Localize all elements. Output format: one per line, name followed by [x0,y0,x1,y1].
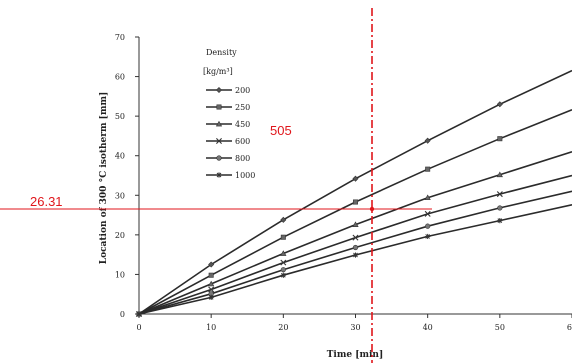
legend-entry: 200 [206,86,250,95]
legend-entry: 1000 [206,171,255,180]
y-tick-label: 60 [115,73,125,82]
legend-title-line2: [kg/m³] [203,67,233,76]
series-layer [135,69,572,318]
data-point [425,223,431,229]
x-tick-label: 40 [423,323,433,332]
data-point [208,294,214,300]
data-point [280,250,287,256]
x-tick-label: 30 [350,323,360,332]
data-point [280,272,286,278]
data-point [208,261,215,268]
data-point [280,234,286,240]
y-tick-label: 40 [115,152,125,161]
legend-entry: 250 [206,103,250,112]
x-tick-label: 50 [495,323,505,332]
legend-entries: 200 250 450 600 800 1000 [206,86,255,180]
legend-entry: 450 [206,120,250,129]
data-point [352,175,359,182]
legend-marker [216,104,222,110]
legend-entry: 800 [206,154,250,163]
y-ticks: 0 10 20 30 40 50 60 70 [115,33,139,319]
data-point [496,171,503,178]
data-point [280,259,287,266]
data-point [208,280,215,287]
legend-marker [216,155,222,161]
annotation-vertical-value: 505 [270,123,292,138]
data-point [352,199,358,205]
legend-marker [215,86,223,94]
legend-label: 200 [235,86,250,95]
x-tick-label: 10 [206,323,216,332]
legend: Density [kg/m³] 200 250 450 600 800 1000 [203,48,255,180]
data-point [352,221,359,227]
y-tick-label: 0 [120,310,125,319]
legend-title-line1: Density [206,48,237,57]
x-tick-label: 60 [567,323,572,332]
legend-entry: 600 [206,137,250,146]
legend-label: 1000 [235,171,255,180]
data-point [208,272,214,278]
data-point [424,137,431,144]
legend-label: 450 [235,120,250,129]
legend-marker [215,120,223,127]
data-point [208,286,215,293]
annotation-intersection-marker [369,206,375,212]
data-point [352,234,359,241]
legend-label: 800 [235,154,250,163]
y-tick-label: 10 [115,270,125,279]
legend-marker [216,138,222,144]
x-tick-label: 0 [136,323,141,332]
data-point [424,210,431,217]
data-point [496,101,503,108]
y-tick-label: 70 [115,33,125,42]
data-point [280,216,287,223]
series-line [138,174,572,315]
annotation-horizontal-value: 26.31 [30,194,63,209]
series-1000 [136,204,572,317]
series-line [138,204,572,315]
data-point [280,267,286,273]
data-point [497,136,503,142]
y-axis-label: Location of 300 °C isotherm [mm] [99,92,109,265]
series-250 [136,109,572,317]
data-point [136,311,142,317]
x-axis-label: Time [min] [327,350,384,360]
legend-label: 250 [235,103,250,112]
legend-label: 600 [235,137,250,146]
data-point [496,191,503,198]
legend-marker [216,172,222,178]
x-tick-label: 20 [278,323,288,332]
y-tick-label: 20 [115,231,125,240]
data-point [352,244,359,251]
data-point [424,194,431,201]
y-tick-label: 30 [115,191,125,200]
data-point [425,233,431,240]
data-point [497,218,503,224]
annotation-layer: 26.31 505 [0,8,432,363]
plot-area: 0 10 20 30 40 50 60 70 0 10 20 30 40 50 60 [115,33,572,332]
data-point [497,205,503,211]
data-point [352,252,359,258]
series-450 [135,151,572,317]
y-tick-label: 50 [115,112,125,121]
x-ticks: 0 10 20 30 40 50 60 [136,314,572,332]
data-point [425,166,431,172]
series-line [138,109,572,315]
